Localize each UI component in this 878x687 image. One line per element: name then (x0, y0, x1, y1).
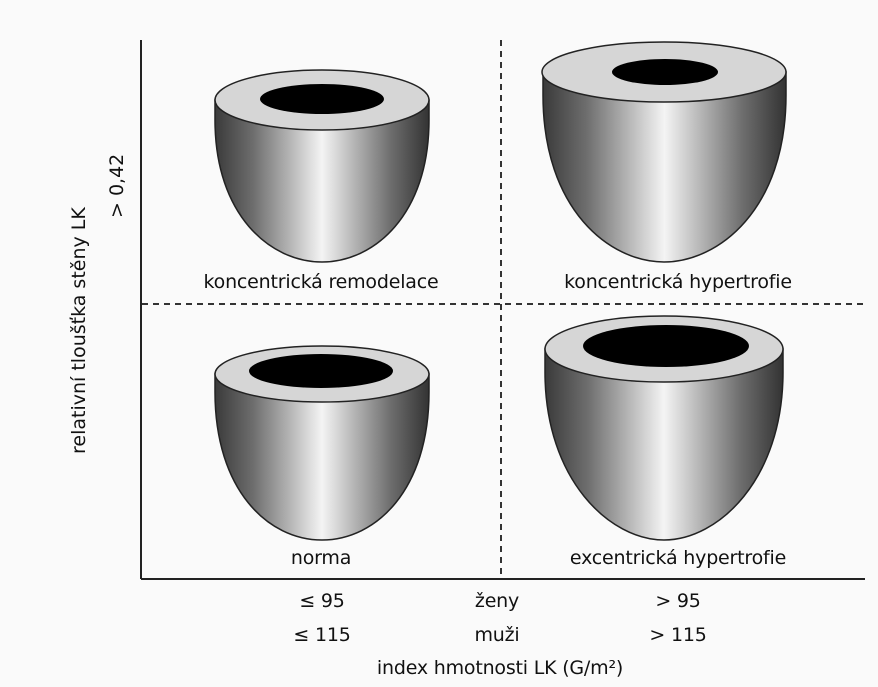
cup-normal (214, 345, 430, 541)
men-label: muži (474, 624, 520, 646)
cup-eccentric-hypertrophy (544, 315, 784, 541)
men-high-threshold: > 115 (649, 624, 707, 646)
label-concentric-hypertrophy: koncentrická hypertrofie (560, 271, 796, 294)
x-axis-label: index hmotnosti LK (G/m²) (376, 657, 624, 679)
men-low-threshold: ≤ 115 (293, 624, 351, 646)
label-concentric-remodeling: koncentrická remodelace (199, 271, 443, 294)
cup-concentric-hypertrophy (541, 41, 787, 263)
y-axis-threshold: > 0,42 (106, 153, 128, 218)
cup-concentric-remodeling (214, 69, 430, 263)
women-low-threshold: ≤ 95 (299, 590, 345, 612)
label-normal: norma (286, 547, 356, 570)
y-axis-label: relativní tloušťka stěny LK (68, 207, 90, 454)
label-eccentric-hypertrophy: excentrická hypertrofie (565, 547, 791, 570)
women-high-threshold: > 95 (655, 590, 701, 612)
women-label: ženy (474, 590, 520, 612)
